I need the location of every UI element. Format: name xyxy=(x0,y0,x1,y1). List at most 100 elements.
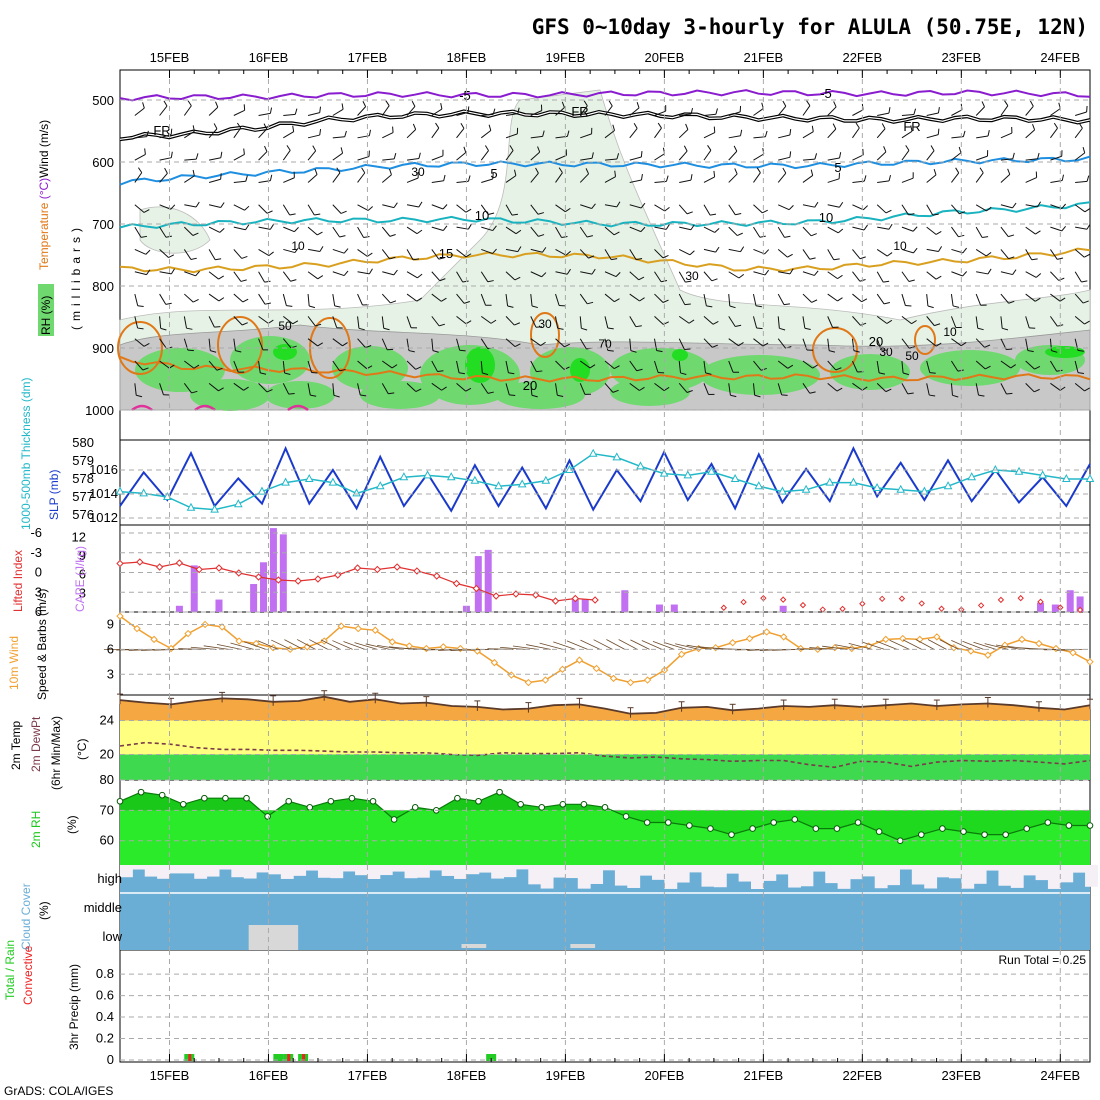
wind-barb xyxy=(406,271,418,279)
wind-barb-flag xyxy=(565,207,571,213)
wind-barb-flag xyxy=(1084,387,1090,392)
cloud-high-gap xyxy=(280,865,294,879)
wind-barb xyxy=(134,153,146,161)
wind-barb xyxy=(233,316,243,326)
wind-barb-flag xyxy=(639,297,645,302)
wind-barb xyxy=(456,271,464,283)
wind-barb xyxy=(753,226,761,238)
wind-barb xyxy=(1025,129,1035,139)
wind-barb xyxy=(456,204,467,213)
thickness-point xyxy=(210,504,219,513)
wind-barb xyxy=(827,271,838,280)
wind-barb-flag xyxy=(535,167,539,174)
wind-barb-10m xyxy=(875,640,898,650)
wind-barb xyxy=(877,226,890,230)
wind-barb xyxy=(901,113,914,116)
wind-barb-flag xyxy=(635,325,642,328)
wind-barb-flag xyxy=(465,208,472,213)
wind-barb xyxy=(332,271,345,277)
ylabel-convective: Convective xyxy=(21,945,35,1005)
thickness-point xyxy=(233,499,243,508)
wind-barb-flag xyxy=(912,226,918,232)
wind-barb-flag xyxy=(215,101,219,108)
wind-barb xyxy=(579,226,588,238)
precip-tick-label: 0.8 xyxy=(96,966,114,981)
pressure-tick-label: 600 xyxy=(92,155,114,170)
wind-barb xyxy=(629,204,642,209)
wind-barb-flag xyxy=(163,100,168,107)
rh-contour-label: 10 xyxy=(893,239,907,253)
pressure-tick-label: 1000 xyxy=(85,403,114,418)
wind-barb xyxy=(703,316,714,325)
wind-barb-flag xyxy=(985,252,992,257)
wind-barb xyxy=(208,338,211,351)
wind-barb xyxy=(679,113,692,116)
wind-barb-flag xyxy=(809,391,816,394)
wind-barb-flag xyxy=(715,246,720,253)
wind-barb xyxy=(431,360,438,372)
wind-barb-flag xyxy=(542,247,547,253)
wind-barb-flag xyxy=(1053,122,1058,129)
wind-barb xyxy=(728,316,736,327)
wind-barb-flag xyxy=(1059,386,1066,391)
wind-barb-flag xyxy=(488,212,495,216)
wind-barb xyxy=(1074,152,1086,161)
wind-barb-flag xyxy=(513,169,517,176)
wind-barb xyxy=(678,204,688,215)
wind-barb xyxy=(406,204,419,208)
wind-barb xyxy=(901,271,910,282)
wind-speed-point xyxy=(337,622,345,630)
wind-barb xyxy=(926,271,937,280)
wind-barb-flag xyxy=(735,213,742,216)
wind-speed-point xyxy=(677,650,686,659)
wind-barb xyxy=(777,383,783,395)
wind-barb-10m xyxy=(902,639,922,650)
thickness-point xyxy=(872,482,882,491)
wind-barb-flag xyxy=(806,100,811,106)
wind-barb-flag xyxy=(492,248,497,254)
wind-barb xyxy=(579,360,591,369)
li-point xyxy=(413,567,421,575)
wind-barb-flag xyxy=(812,364,818,369)
wind-barb xyxy=(307,316,316,327)
wind-barb-flag xyxy=(170,204,176,210)
wind-barb xyxy=(1050,382,1061,391)
wind-barb-flag xyxy=(286,305,293,307)
bottom-date-label: 17FEB xyxy=(348,1068,388,1083)
wind-barb-flag xyxy=(314,213,321,216)
wind-speed-point xyxy=(933,633,941,641)
wind-barb-flag xyxy=(341,103,344,110)
wind-barb xyxy=(1049,360,1058,372)
wind-barb-flag xyxy=(220,151,223,158)
wind-barb-flag xyxy=(638,276,645,281)
wind-barb xyxy=(728,383,731,396)
wind-barb-flag xyxy=(905,145,910,151)
wind-barb-flag xyxy=(863,224,868,231)
wind-barb-flag xyxy=(235,350,242,353)
wind-barb xyxy=(406,382,417,392)
wind-barb xyxy=(183,105,192,116)
wind-barb-flag xyxy=(591,268,596,275)
wind-barb xyxy=(1075,111,1087,116)
wind-barb-flag xyxy=(1061,225,1067,232)
wind-barb-flag xyxy=(1035,230,1041,235)
cape-tick-label: 12 xyxy=(72,529,86,544)
cloud-high-gap xyxy=(763,865,777,881)
wind-barb xyxy=(926,383,930,396)
wind-barb xyxy=(1049,249,1058,260)
wind-barb xyxy=(134,316,139,329)
rh-point xyxy=(833,825,841,832)
wind-barb xyxy=(1025,105,1034,116)
wind-barb xyxy=(282,150,291,161)
wind-barb xyxy=(1050,127,1058,139)
thickness-point xyxy=(375,481,385,490)
wind-barb xyxy=(629,293,640,302)
wind-barb-flag xyxy=(665,175,669,182)
cape-bar xyxy=(1076,596,1084,612)
wind-barb-flag xyxy=(759,235,766,238)
wind-barb-flag xyxy=(837,228,844,234)
wind-barb xyxy=(357,338,366,348)
wind-speed-point xyxy=(1035,639,1043,648)
wind-barb xyxy=(530,316,537,328)
